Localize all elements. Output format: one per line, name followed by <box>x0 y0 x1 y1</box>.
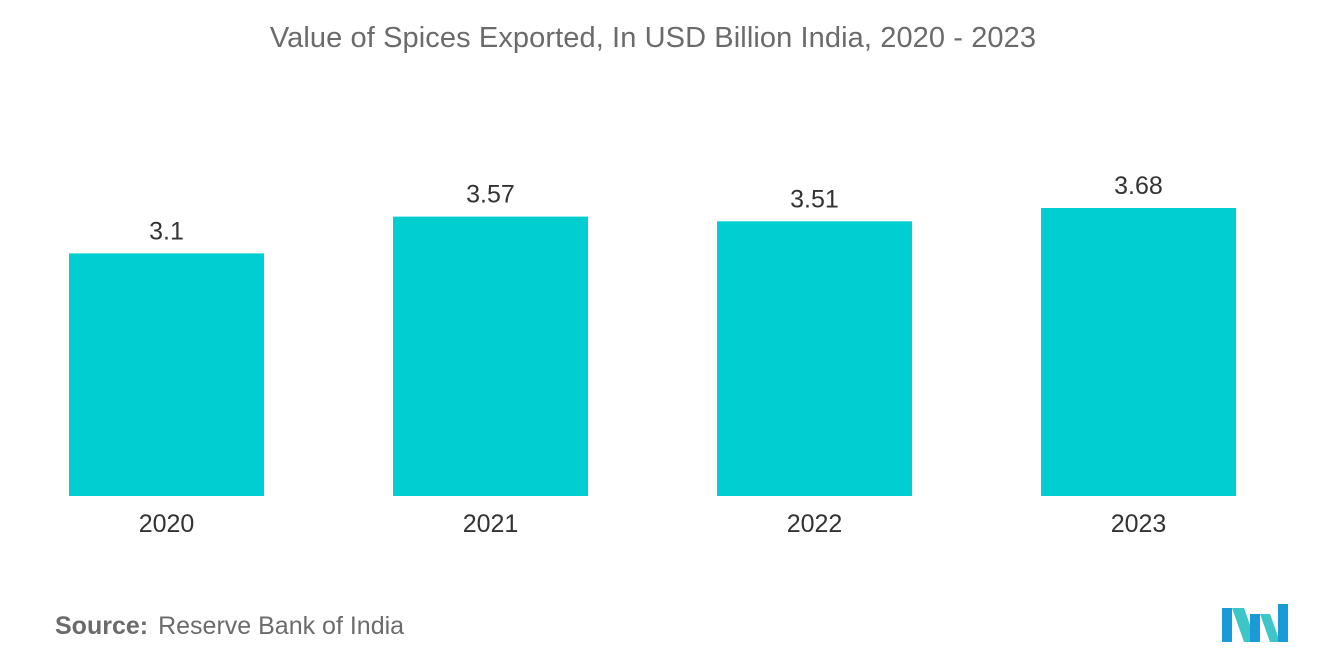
value-label-2022: 3.51 <box>790 185 839 213</box>
mordor-intelligence-logo-icon <box>1222 604 1288 642</box>
x-tick-labels-layer: 2020 2021 2022 2023 <box>139 510 1167 538</box>
bar-2023 <box>1041 208 1236 496</box>
x-tick-label-2020: 2020 <box>139 510 195 538</box>
chart-title: Value of Spices Exported, In USD Billion… <box>269 22 1037 54</box>
value-label-2021: 3.57 <box>466 181 515 209</box>
bar-2022 <box>717 221 912 496</box>
x-tick-label-2022: 2022 <box>787 510 843 538</box>
x-tick-label-2021: 2021 <box>463 510 519 538</box>
source-text: Reserve Bank of India <box>158 612 405 640</box>
source-line: Source: Reserve Bank of India <box>55 612 404 641</box>
value-label-2020: 3.1 <box>149 217 184 245</box>
bar-2021 <box>393 216 588 496</box>
bars-layer <box>69 208 1236 496</box>
source-label: Source: <box>55 612 149 640</box>
value-labels-layer: 3.1 3.57 3.51 3.68 <box>149 172 1163 245</box>
bar-2020 <box>69 253 264 496</box>
value-label-2023: 3.68 <box>1114 172 1163 200</box>
x-tick-label-2023: 2023 <box>1111 510 1167 538</box>
